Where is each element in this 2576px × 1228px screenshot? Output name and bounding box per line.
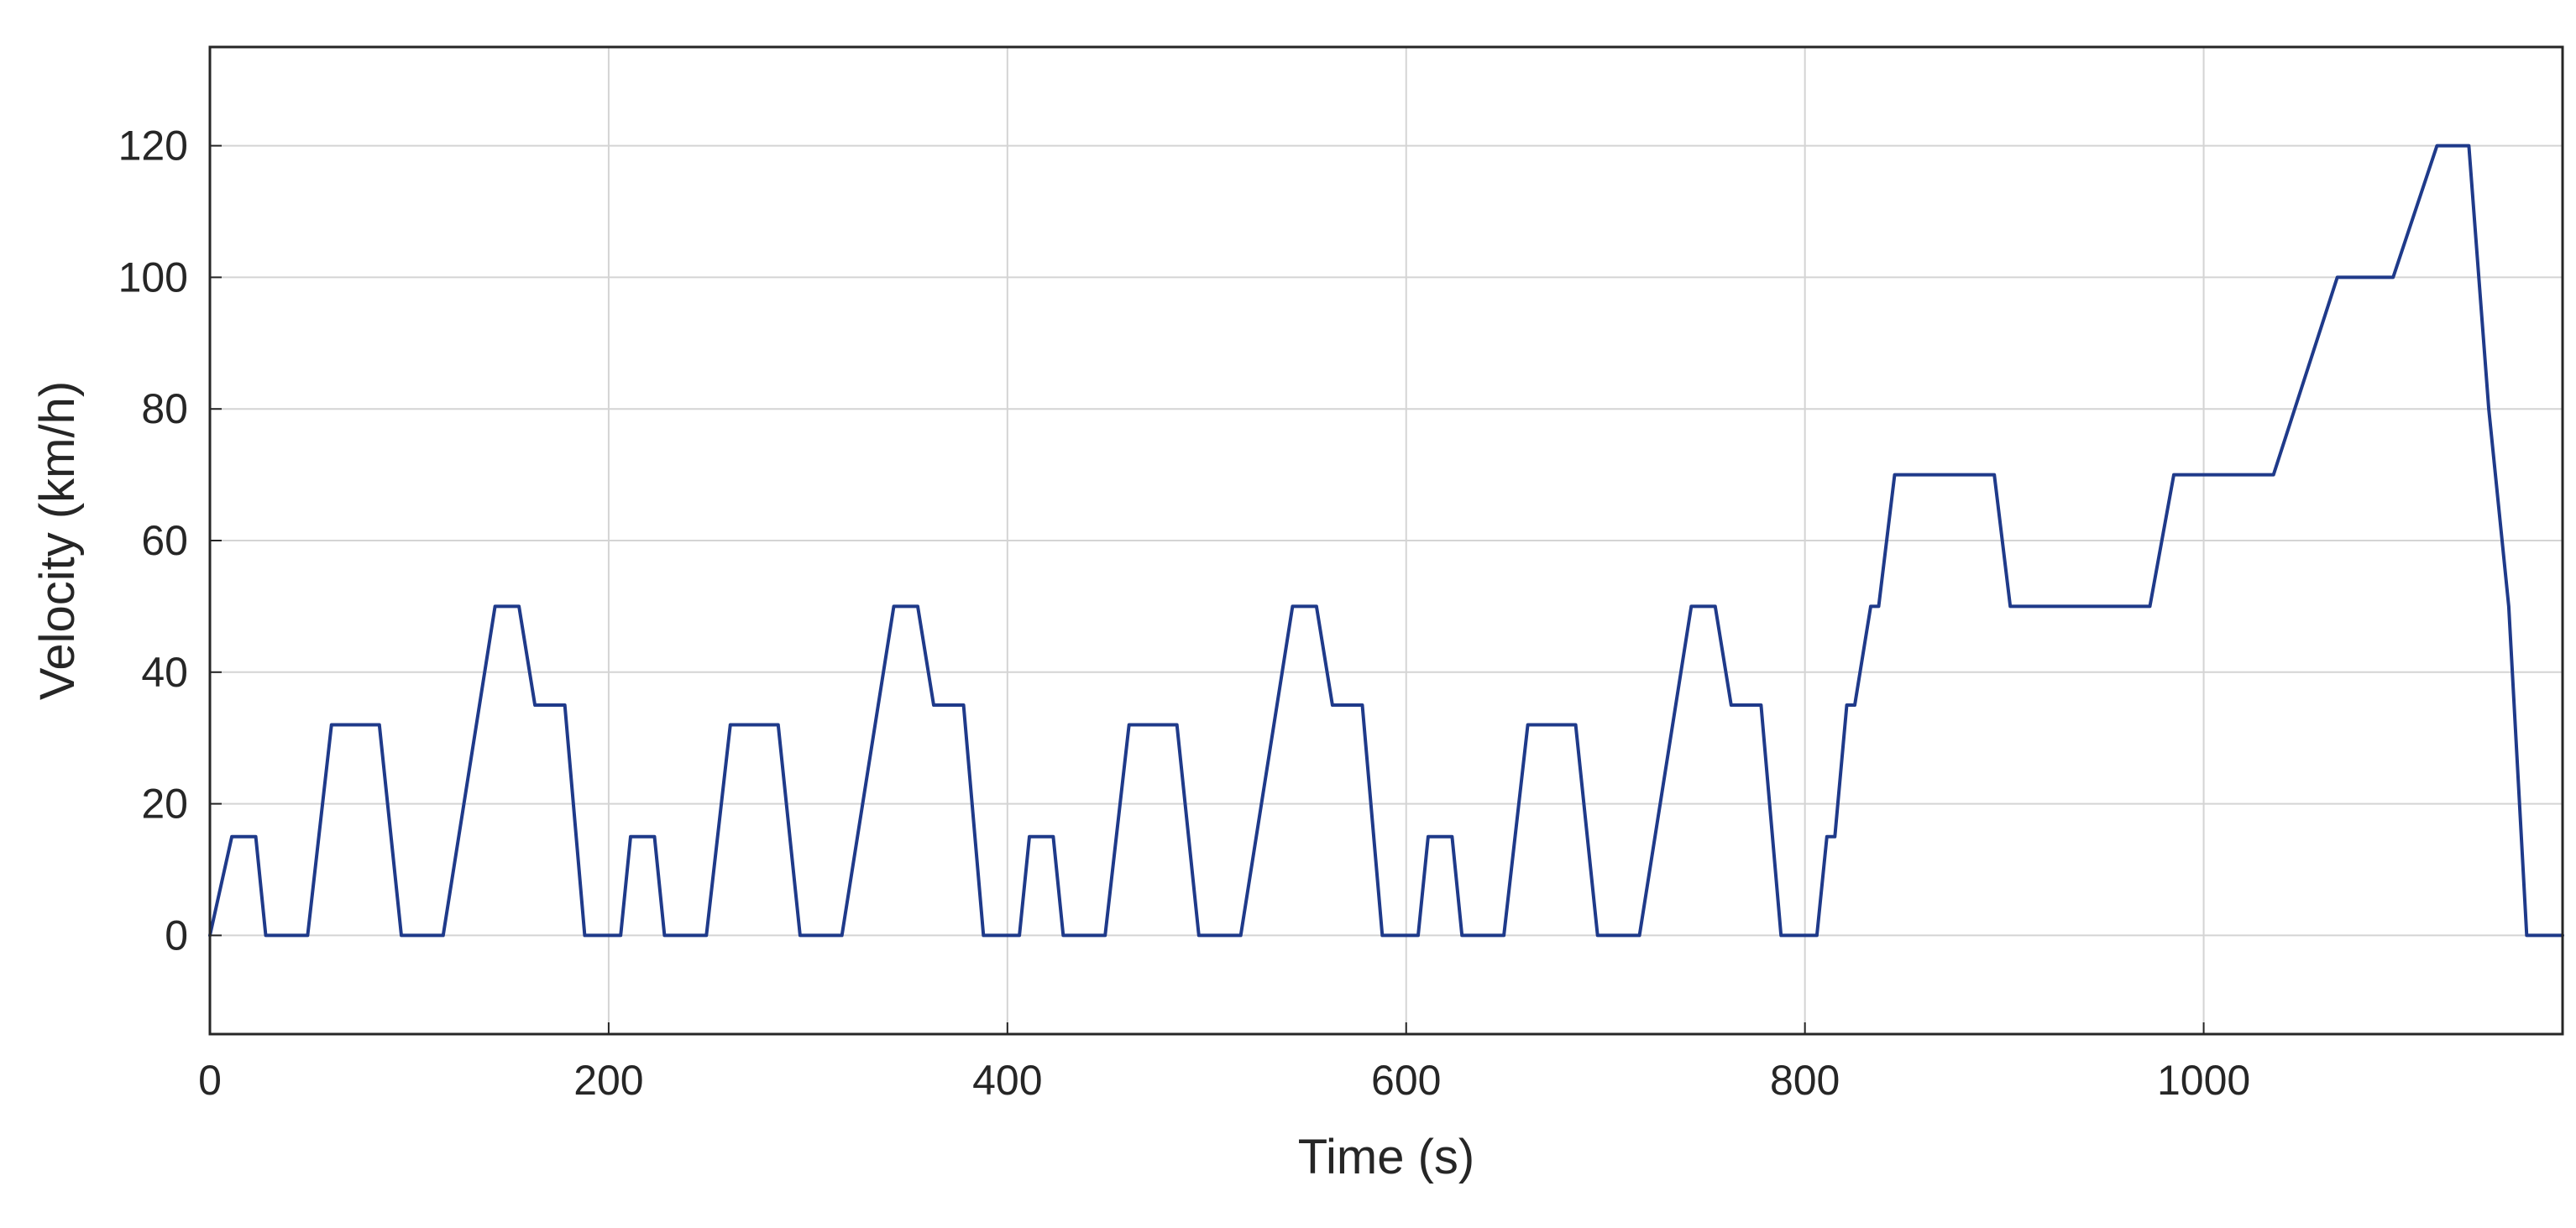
y-tick-label: 120 xyxy=(118,123,188,170)
y-tick-label: 40 xyxy=(141,649,188,696)
x-axis-label: Time (s) xyxy=(1298,1130,1474,1184)
x-tick-label: 1000 xyxy=(2157,1057,2250,1104)
x-tick-label: 0 xyxy=(198,1057,222,1104)
y-axis-label: Velocity (km/h) xyxy=(30,381,85,700)
y-tick-label: 100 xyxy=(118,253,188,300)
velocity-series-line xyxy=(208,144,2564,938)
y-tick-label: 20 xyxy=(141,781,188,828)
x-tick-label: 200 xyxy=(573,1057,643,1104)
y-tick-label: 60 xyxy=(141,517,188,564)
tick-layer: 0 200 400 600 800 1000 0 20 40 60 80 100 120 xyxy=(118,123,2251,1104)
x-tick-label: 800 xyxy=(1770,1057,1840,1104)
y-tick-label: 80 xyxy=(141,385,188,432)
series-layer xyxy=(208,144,2564,938)
x-tick-label: 400 xyxy=(972,1057,1042,1104)
y-tick-label: 0 xyxy=(165,912,188,959)
x-tick-label: 600 xyxy=(1371,1057,1441,1104)
